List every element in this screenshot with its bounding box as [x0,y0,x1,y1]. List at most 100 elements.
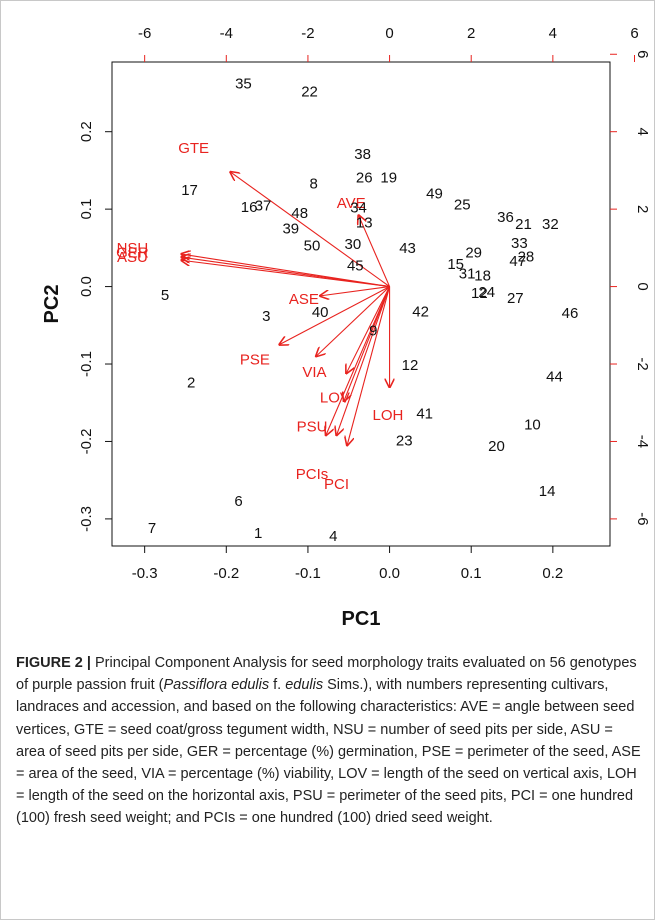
score-label: 15 [447,256,464,273]
loading-label: VIA [302,364,326,381]
y-tick-label: 0.2 [78,121,95,142]
right-tick-label: 6 [634,50,651,58]
top-tick-label: 2 [467,25,475,42]
score-label: 2 [187,375,195,392]
loading-label: LOV [320,389,350,406]
right-tick-label: -6 [634,512,651,525]
x-axis-ticks: -0.3 -0.2 -0.1 0.0 0.1 0.2 [132,546,563,582]
loading-arrow [346,286,391,374]
score-label: 26 [356,169,373,186]
right-tick-label: 2 [634,205,651,213]
y-axis-ticks: -0.3 -0.2 -0.1 0.0 0.1 0.2 [78,121,112,532]
loading-label: AVE [337,195,366,212]
top-tick-label: 4 [549,25,557,42]
score-label: 24 [478,284,495,301]
score-label: 33 [511,235,528,252]
score-label: 18 [474,268,491,285]
score-label: 34 [350,200,367,217]
y-tick-label: 0.1 [78,199,95,220]
score-label: 12 [402,357,419,374]
score-label: 40 [312,304,329,321]
score-label: 5 [161,287,169,304]
score-label: 4 [329,528,337,545]
score-label: 43 [399,240,416,257]
score-label: 28 [518,248,535,265]
loading-label: PCIs [296,466,329,483]
score-label: 3 [262,308,270,325]
loading-label: ASE [289,291,319,308]
loading-label: PSE [240,351,270,368]
score-label: 25 [454,196,471,213]
score-label: 10 [524,416,541,433]
loading-arrow [181,257,390,288]
score-label: 6 [234,493,242,510]
score-label: 37 [255,197,272,214]
caption-form: edulis [285,677,324,694]
score-label: 36 [497,209,514,226]
y-tick-label: -0.1 [78,351,95,377]
score-label: 19 [380,169,397,186]
score-label: 23 [396,433,413,450]
score-label: 8 [309,176,317,193]
loading-label: LOH [373,407,404,424]
plot-box [111,61,611,547]
top-tick-label: -2 [301,25,314,42]
loading-arrow [359,215,391,287]
loading-arrows [181,172,389,445]
score-label: 44 [546,368,563,385]
y-tick-label: -0.3 [78,506,95,532]
x-tick-label: 0.2 [542,565,563,582]
loading-arrow [337,286,391,436]
loading-arrow [320,286,390,296]
score-label: 14 [539,483,556,500]
loading-arrow [279,286,390,345]
score-label: 30 [344,236,361,253]
score-label: 22 [301,83,318,100]
top-tick-label: -6 [138,25,151,42]
figure-caption: FIGURE 2 | Principal Component Analysis … [16,652,644,830]
score-label: 31 [459,265,476,282]
score-label: 17 [181,182,198,199]
score-label: 42 [412,303,429,320]
score-labels: 1234567891012131415161718192021222324252… [148,76,579,545]
score-label: 27 [507,290,524,307]
y-tick-label: 0.0 [78,276,95,297]
right-axis-ticks: -6 -4 -2 0 2 4 6 [610,50,651,526]
loading-arrow [230,172,390,288]
caption-text-a: Principal Component Analysis for seed mo… [16,655,637,694]
top-tick-label: 0 [385,25,393,42]
figure-label: FIGURE 2 | [16,655,91,671]
right-tick-label: -2 [634,357,651,370]
top-axis-ticks: -6 -4 -2 0 2 4 6 [138,25,639,62]
score-label: 12 [471,285,488,302]
loading-label: GER [116,245,149,262]
caption-text-c: Sims.), with numbers representing cultiv… [16,677,641,827]
score-label: 39 [282,220,299,237]
score-label: 32 [542,216,559,233]
score-label: 50 [304,238,321,255]
pca-biplot: -0.3 -0.2 -0.1 0.0 0.1 0.2 -0.3 -0.2 -0.1 0.0 0.1… [41,25,651,630]
score-label: 13 [356,214,373,231]
score-label: 41 [416,406,433,423]
score-label: 45 [347,258,364,275]
loading-label: PSU [297,419,328,436]
x-tick-label: 0.1 [461,565,482,582]
score-label: 21 [515,216,532,233]
loading-label: NSU [117,240,149,257]
score-label: 47 [509,253,526,270]
score-label: 1 [254,525,262,542]
right-tick-label: 4 [634,128,651,136]
caption-species: Passiflora edulis [163,677,270,694]
top-tick-label: 6 [630,25,638,42]
y-tick-label: -0.2 [78,429,95,455]
loading-label: ASU [117,249,148,266]
score-label: 9 [369,323,377,340]
right-tick-label: 0 [634,282,651,290]
score-label: 35 [235,76,252,93]
score-label: 46 [562,305,579,322]
y-axis-label: PC2 [41,285,63,324]
score-label: 48 [291,205,308,222]
score-label: 49 [426,186,443,203]
